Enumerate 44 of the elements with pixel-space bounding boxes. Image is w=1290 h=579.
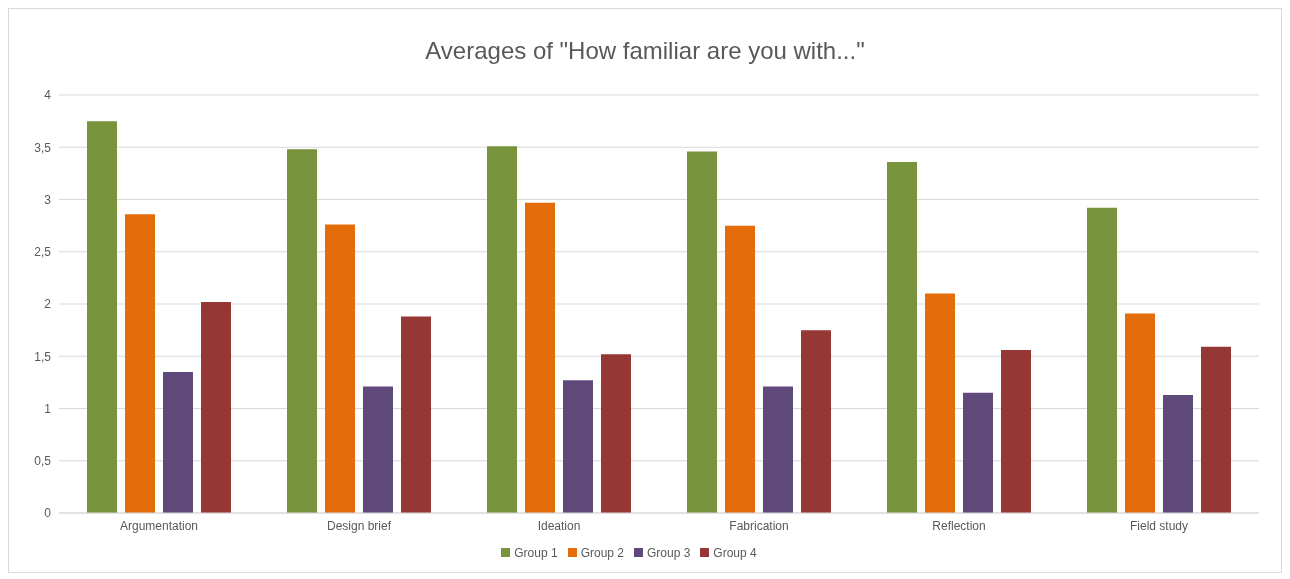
y-tick-label: 2 — [44, 297, 52, 312]
legend-label: Group 4 — [713, 546, 757, 560]
bar — [487, 146, 517, 513]
bar — [1087, 207, 1117, 513]
bar — [201, 301, 231, 513]
bar — [887, 161, 917, 513]
x-tick-label: Argumentation — [119, 518, 199, 533]
chart-title: Averages of "How familiar are you with..." — [424, 36, 866, 66]
y-tick-label: 2,5 — [34, 245, 52, 260]
x-tick-label: Design brief — [326, 518, 392, 533]
bar — [687, 151, 717, 513]
y-tick-label: 4 — [44, 88, 52, 103]
bar — [525, 202, 555, 513]
bar — [163, 371, 193, 513]
bar — [601, 354, 631, 513]
x-tick-label: Ideation — [537, 518, 581, 533]
x-tick-label: Fabrication — [729, 518, 789, 533]
legend-label: Group 2 — [580, 546, 624, 560]
x-tick-label: Reflection — [932, 518, 986, 533]
y-tick-label: 0,5 — [34, 454, 52, 469]
bar — [1201, 346, 1231, 513]
y-tick-label: 1,5 — [34, 349, 52, 364]
legend-label: Group 3 — [647, 546, 691, 560]
bar — [725, 225, 755, 513]
bar — [925, 293, 955, 513]
y-tick-label: 3,5 — [34, 140, 52, 155]
bar — [801, 330, 831, 513]
bar — [763, 386, 793, 513]
bar — [963, 392, 993, 513]
bar — [287, 149, 317, 513]
bar — [87, 121, 117, 513]
bar — [1001, 349, 1031, 513]
y-tick-label: 0 — [44, 506, 52, 521]
bar — [1125, 313, 1155, 513]
bar — [1163, 394, 1193, 513]
bar — [325, 224, 355, 513]
bar — [563, 380, 593, 513]
y-tick-label: 3 — [44, 192, 52, 207]
bar — [363, 386, 393, 513]
y-tick-label: 1 — [44, 401, 52, 416]
legend-label: Group 1 — [514, 546, 558, 560]
bar — [401, 316, 431, 513]
x-tick-label: Field study — [1129, 518, 1189, 533]
bar — [125, 214, 155, 513]
